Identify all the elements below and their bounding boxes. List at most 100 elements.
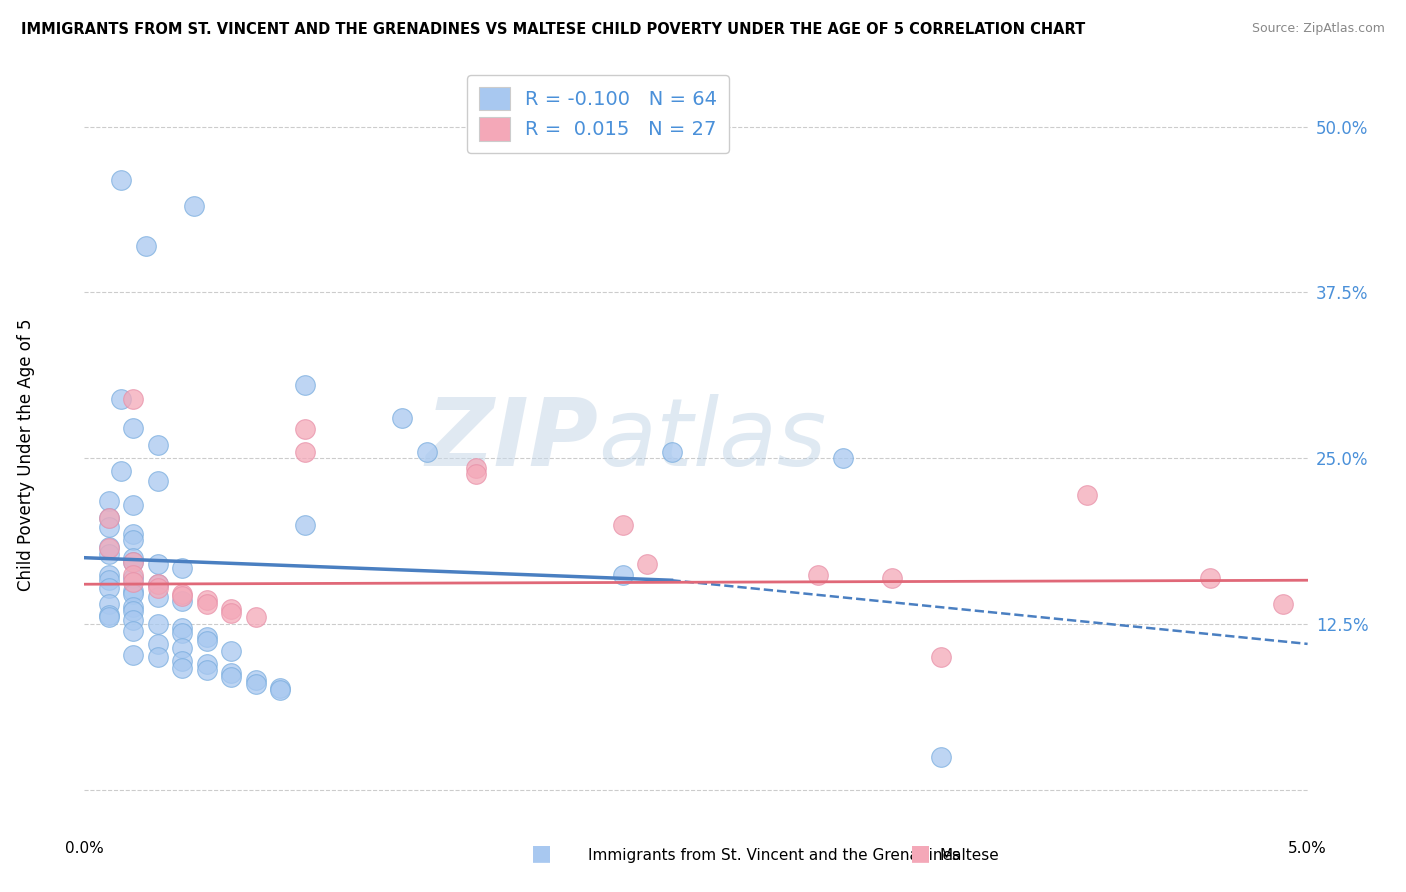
Point <box>1272 597 1295 611</box>
Point <box>122 421 145 435</box>
Point <box>122 571 145 585</box>
Point <box>122 550 145 565</box>
Point <box>110 173 132 187</box>
Point <box>97 540 120 554</box>
Point <box>172 621 194 635</box>
Point <box>880 571 903 585</box>
Legend: R = -0.100   N = 64, R =  0.015   N = 27: R = -0.100 N = 64, R = 0.015 N = 27 <box>467 75 730 153</box>
Point <box>122 604 145 618</box>
Point <box>146 617 169 632</box>
Text: IMMIGRANTS FROM ST. VINCENT AND THE GRENADINES VS MALTESE CHILD POVERTY UNDER TH: IMMIGRANTS FROM ST. VINCENT AND THE GREN… <box>21 22 1085 37</box>
Point <box>122 648 145 662</box>
Point <box>122 599 145 614</box>
Point <box>636 558 658 572</box>
Point <box>294 378 316 392</box>
Point <box>97 607 120 622</box>
Point <box>245 676 267 690</box>
Point <box>294 517 316 532</box>
Text: ■: ■ <box>911 844 931 863</box>
Point <box>146 474 169 488</box>
Point <box>294 422 316 436</box>
Point <box>219 607 242 621</box>
Text: Source: ZipAtlas.com: Source: ZipAtlas.com <box>1251 22 1385 36</box>
Point <box>183 199 205 213</box>
Point <box>195 630 218 644</box>
Point <box>269 683 291 698</box>
Point <box>929 650 952 665</box>
Point <box>172 589 194 603</box>
Point <box>122 624 145 638</box>
Point <box>122 574 145 589</box>
Text: ■: ■ <box>531 844 551 863</box>
Point <box>122 613 145 627</box>
Point <box>245 673 267 687</box>
Point <box>146 577 169 591</box>
Point <box>294 444 316 458</box>
Point <box>146 438 169 452</box>
Point <box>172 586 194 600</box>
Point <box>195 634 218 648</box>
Point <box>612 568 634 582</box>
Point <box>146 650 169 665</box>
Point <box>661 444 683 458</box>
Point <box>146 591 169 605</box>
Point <box>219 666 242 681</box>
Point <box>122 533 145 548</box>
Point <box>1076 488 1098 502</box>
Point <box>146 558 169 572</box>
Point <box>122 583 145 598</box>
Point <box>110 392 132 406</box>
Point <box>172 654 194 668</box>
Point <box>195 664 218 678</box>
Point <box>110 465 132 479</box>
Text: Maltese: Maltese <box>939 848 998 863</box>
Point <box>122 568 145 582</box>
Point <box>391 411 413 425</box>
Point <box>97 493 120 508</box>
Point <box>97 581 120 595</box>
Text: atlas: atlas <box>598 394 827 485</box>
Point <box>146 637 169 651</box>
Point <box>122 526 145 541</box>
Point <box>219 643 242 657</box>
Point <box>122 498 145 512</box>
Point <box>97 520 120 534</box>
Point <box>122 555 145 569</box>
Point <box>172 594 194 608</box>
Point <box>464 467 486 482</box>
Point <box>97 547 120 561</box>
Point <box>122 392 145 406</box>
Point <box>464 460 486 475</box>
Point <box>97 541 120 556</box>
Point <box>122 555 145 569</box>
Point <box>172 640 194 655</box>
Point <box>831 451 853 466</box>
Point <box>146 577 169 591</box>
Point <box>219 670 242 684</box>
Point <box>122 586 145 600</box>
Point <box>269 681 291 695</box>
Point <box>219 602 242 616</box>
Point <box>135 239 157 253</box>
Point <box>97 597 120 611</box>
Point <box>97 511 120 525</box>
Point <box>195 597 218 611</box>
Point <box>97 568 120 582</box>
Point <box>416 444 439 458</box>
Point <box>929 749 952 764</box>
Point <box>172 561 194 575</box>
Point <box>195 657 218 671</box>
Point <box>1198 571 1220 585</box>
Point <box>172 626 194 640</box>
Point <box>612 517 634 532</box>
Point <box>172 661 194 675</box>
Point <box>97 573 120 587</box>
Point <box>146 581 169 595</box>
Point <box>195 593 218 607</box>
Point <box>97 511 120 525</box>
Point <box>807 568 830 582</box>
Text: Child Poverty Under the Age of 5: Child Poverty Under the Age of 5 <box>17 318 35 591</box>
Point <box>97 610 120 624</box>
Text: ZIP: ZIP <box>425 394 598 486</box>
Point <box>245 610 267 624</box>
